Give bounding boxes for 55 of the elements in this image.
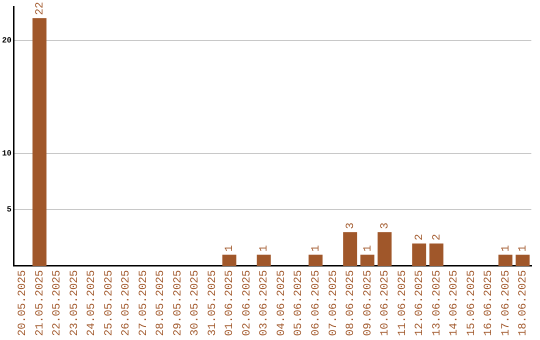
x-tick-label: 05.06.2025 <box>293 270 306 336</box>
data-label: 1 <box>258 244 271 252</box>
x-tick-label: 18.06.2025 <box>518 270 530 336</box>
data-label: 2 <box>431 234 444 240</box>
x-tick-label: 23.05.2025 <box>68 270 81 336</box>
x-tick-label: 17.06.2025 <box>500 270 512 336</box>
data-label: 3 <box>345 222 358 230</box>
x-tick-label: 12.06.2025 <box>414 270 426 336</box>
x-tick-label: 06.06.2025 <box>310 270 322 336</box>
bar <box>516 254 530 266</box>
data-label: 1 <box>500 244 512 252</box>
bar <box>378 232 392 266</box>
bar <box>256 254 271 266</box>
data-label: 22 <box>34 2 46 16</box>
x-tick-label: 10.06.2025 <box>380 270 392 336</box>
x-tick-label: 24.05.2025 <box>86 270 98 336</box>
x-tick-label: 29.05.2025 <box>172 270 184 336</box>
y-tick-label: 20 <box>2 36 12 46</box>
x-tick-label: 14.06.2025 <box>448 270 461 336</box>
data-label: 1 <box>224 244 236 252</box>
data-label: 2 <box>414 234 426 240</box>
x-tick-label: 02.06.2025 <box>241 270 254 336</box>
data-label: 1 <box>362 244 374 252</box>
x-tick-label: 07.06.2025 <box>328 270 340 336</box>
x-tick-label: 11.06.2025 <box>396 270 409 336</box>
data-label: 3 <box>380 222 392 230</box>
x-tick-label: 01.06.2025 <box>224 270 236 336</box>
x-tick-label: 04.06.2025 <box>276 270 288 336</box>
x-tick-label: 08.06.2025 <box>345 270 358 336</box>
y-tick-label: 10 <box>2 149 12 158</box>
x-tick-label: 15.06.2025 <box>466 270 478 336</box>
bar <box>343 232 358 266</box>
bar <box>222 254 236 266</box>
bar <box>412 243 426 266</box>
bar <box>308 254 323 266</box>
x-tick-label: 25.05.2025 <box>103 270 116 336</box>
x-tick-label: 16.06.2025 <box>483 270 496 336</box>
bar <box>32 18 46 266</box>
x-tick-label: 03.06.2025 <box>258 270 271 336</box>
bar <box>429 243 444 266</box>
bar <box>498 254 512 266</box>
x-tick-label: 09.06.2025 <box>362 270 374 336</box>
x-tick-label: 20.05.2025 <box>17 270 30 336</box>
x-tick-label: 26.05.2025 <box>120 270 133 336</box>
x-tick-label: 31.05.2025 <box>206 270 219 336</box>
x-tick-label: 21.05.2025 <box>34 270 46 336</box>
x-tick-label: 28.05.2025 <box>155 270 168 336</box>
data-label: 1 <box>518 244 530 252</box>
y-tick-label: 5 <box>6 206 12 215</box>
x-tick-label: 27.05.2025 <box>138 270 150 336</box>
x-tick-label: 13.06.2025 <box>431 270 444 336</box>
data-label: 1 <box>310 244 322 252</box>
x-tick-label: 22.05.2025 <box>52 270 64 336</box>
x-tick-label: 30.05.2025 <box>190 270 202 336</box>
bar <box>360 254 374 266</box>
